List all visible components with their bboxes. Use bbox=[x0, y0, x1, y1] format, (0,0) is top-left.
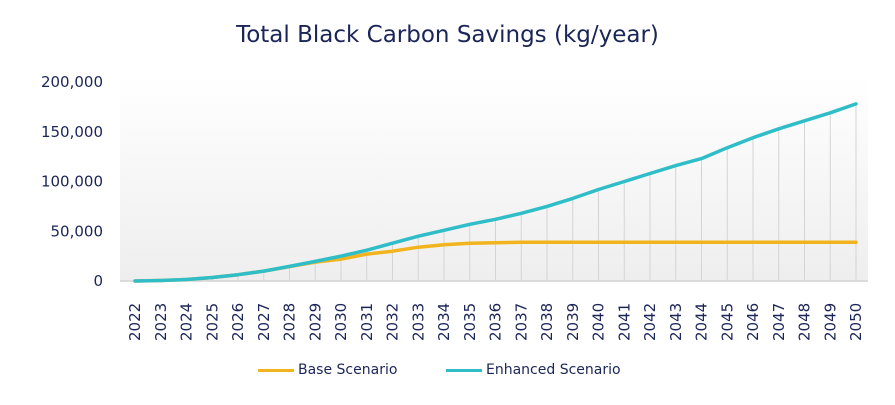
legend-swatch-enhanced bbox=[446, 368, 482, 372]
x-tick-label: 2042 bbox=[641, 303, 659, 341]
x-tick-label: 2040 bbox=[590, 303, 608, 341]
x-tick-label: 2026 bbox=[229, 303, 247, 341]
x-tick-label: 2031 bbox=[358, 303, 376, 341]
x-tick-label: 2043 bbox=[667, 303, 685, 341]
x-tick-label: 2037 bbox=[512, 303, 530, 341]
x-tick-label: 2048 bbox=[796, 303, 814, 341]
x-tick-label: 2027 bbox=[255, 303, 273, 341]
x-tick-label: 2047 bbox=[770, 303, 788, 341]
x-tick-label: 2041 bbox=[615, 303, 633, 341]
x-tick-label: 2038 bbox=[538, 303, 556, 341]
y-tick-label: 100,000 bbox=[41, 173, 103, 191]
legend-label-base: Base Scenario bbox=[298, 362, 398, 378]
x-tick-label: 2033 bbox=[409, 303, 427, 341]
x-tick-label: 2022 bbox=[126, 303, 144, 341]
y-tick-label: 200,000 bbox=[41, 73, 103, 91]
x-tick-label: 2034 bbox=[435, 303, 453, 341]
x-tick-label: 2028 bbox=[281, 303, 299, 341]
x-tick-label: 2023 bbox=[152, 303, 170, 341]
chart-title: Total Black Carbon Savings (kg/year) bbox=[236, 22, 659, 48]
x-tick-label: 2024 bbox=[178, 303, 196, 341]
x-tick-label: 2049 bbox=[821, 303, 839, 341]
legend-swatch-base bbox=[258, 368, 294, 372]
x-tick-label: 2036 bbox=[487, 303, 505, 341]
x-tick-label: 2050 bbox=[847, 303, 865, 341]
x-tick-label: 2030 bbox=[332, 303, 350, 341]
y-tick-label: 50,000 bbox=[51, 222, 104, 240]
y-tick-label: 0 bbox=[93, 272, 103, 290]
x-tick-label: 2029 bbox=[306, 303, 324, 341]
x-tick-label: 2044 bbox=[693, 303, 711, 341]
x-tick-label: 2032 bbox=[384, 303, 402, 341]
y-tick-label: 150,000 bbox=[41, 123, 103, 141]
x-tick-label: 2035 bbox=[461, 303, 479, 341]
x-tick-label: 2025 bbox=[203, 303, 221, 341]
x-tick-label: 2046 bbox=[744, 303, 762, 341]
legend-item-base: Base Scenario bbox=[258, 362, 397, 378]
x-tick-label: 2045 bbox=[718, 303, 736, 341]
x-tick-label: 2039 bbox=[564, 303, 582, 341]
plot-background bbox=[120, 77, 868, 281]
legend-item-enhanced: Enhanced Scenario bbox=[446, 362, 621, 378]
legend-label-enhanced: Enhanced Scenario bbox=[486, 362, 621, 378]
